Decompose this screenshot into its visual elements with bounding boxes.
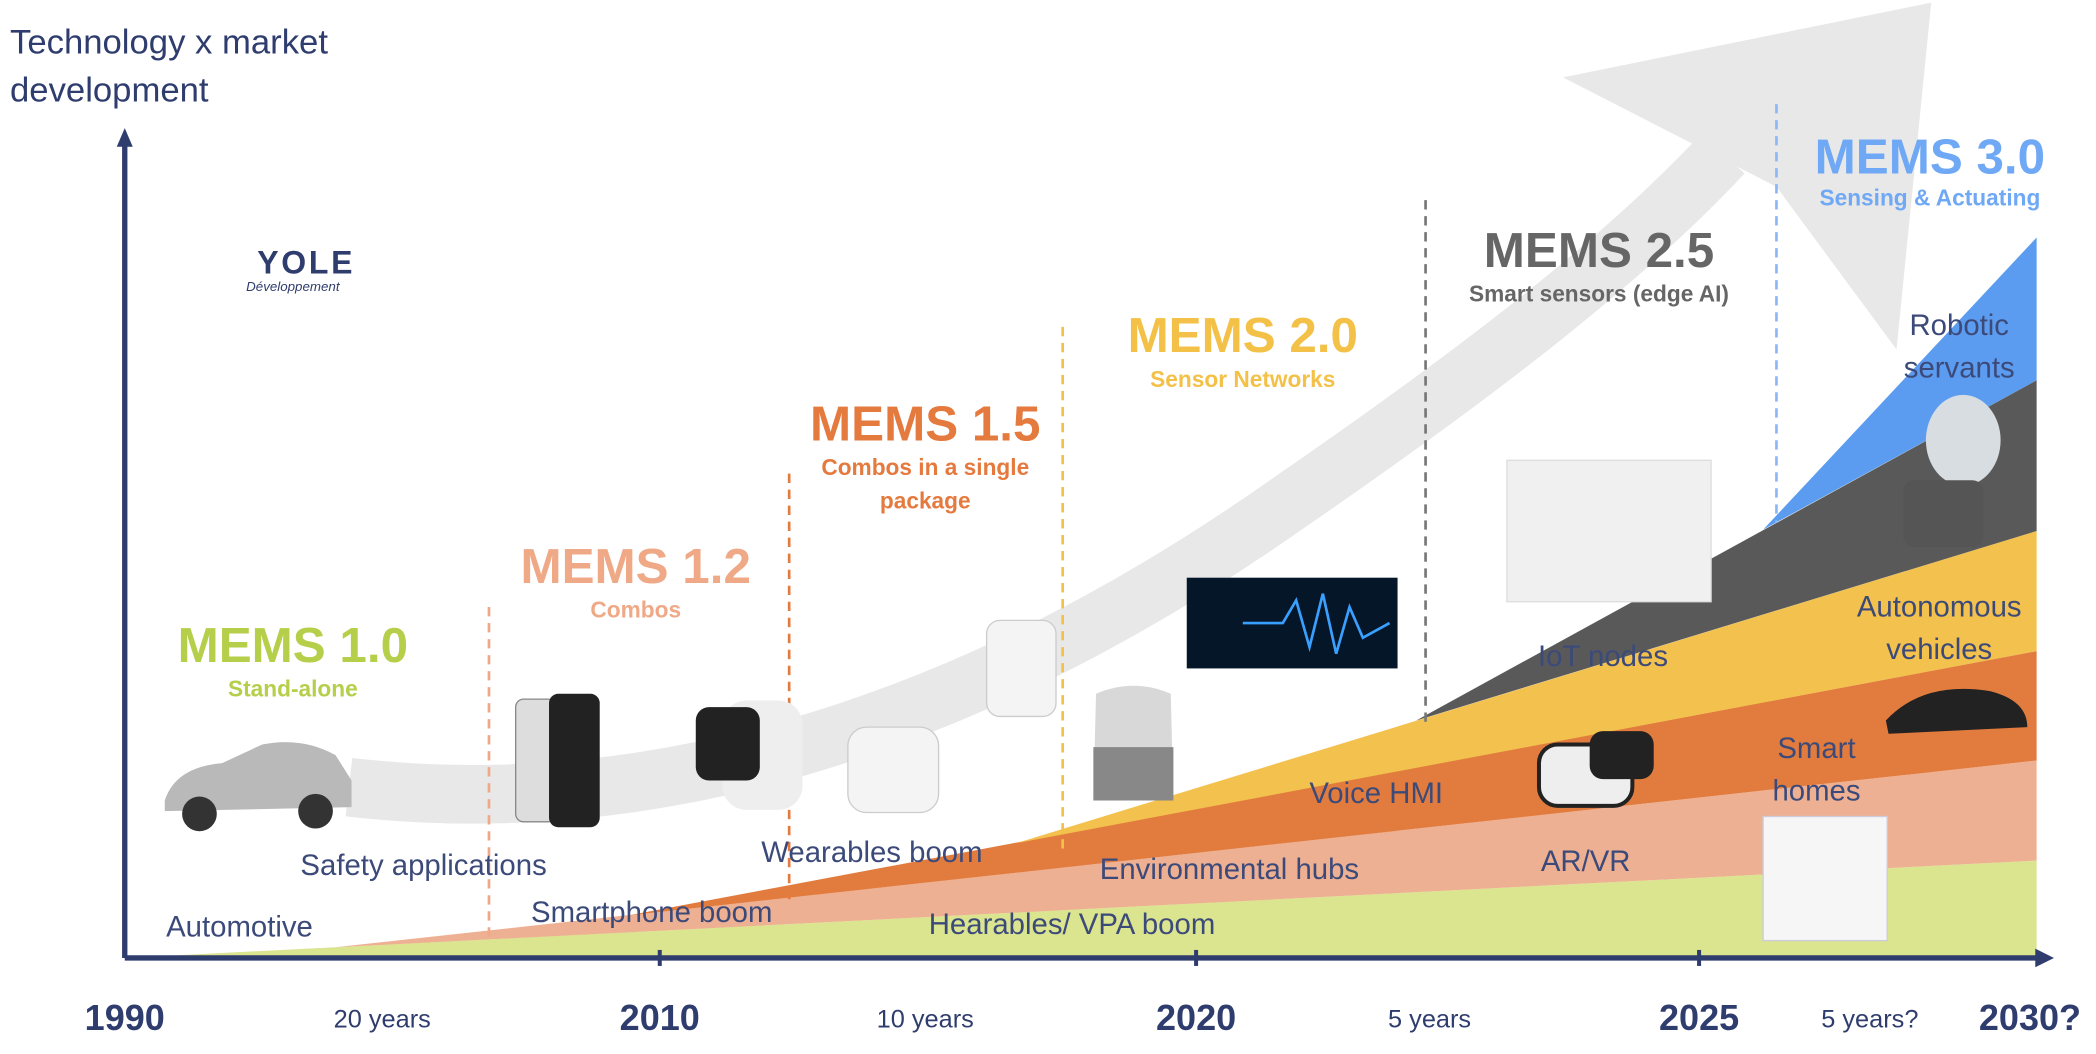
labels: Technology x market development YOLEDévelo… bbox=[10, 23, 2081, 1038]
smart-home-illustration bbox=[1762, 815, 1888, 942]
duration-label: 5 years? bbox=[1821, 1005, 1918, 1033]
wedge-5 bbox=[1416, 380, 2037, 721]
application-label: Wearables boom bbox=[761, 836, 982, 869]
phone-illustration bbox=[514, 693, 600, 828]
application-label: Voice HMI bbox=[1309, 777, 1443, 810]
era-subtitle: Smart sensors (edge AI) bbox=[1469, 281, 1729, 307]
application-label: Robotic bbox=[1909, 309, 2008, 342]
growth-arrow-head bbox=[1562, 2, 1932, 350]
voice-wave bbox=[1242, 593, 1391, 655]
y-axis-label: development bbox=[10, 71, 209, 109]
car-illustration bbox=[164, 742, 352, 832]
era-subtitle: Stand-alone bbox=[228, 675, 358, 701]
application-label: Smartphone boom bbox=[531, 896, 772, 929]
iot-illustration bbox=[1506, 459, 1712, 603]
vr-illustration bbox=[1536, 731, 1654, 808]
year-label: 2030? bbox=[1979, 997, 2081, 1038]
application-label: homes bbox=[1772, 775, 1860, 808]
era-title: MEMS 2.5 bbox=[1484, 223, 1714, 278]
application-label: servants bbox=[1904, 352, 2015, 385]
application-label: Safety applications bbox=[300, 849, 546, 882]
y-axis-label: Technology x market bbox=[10, 23, 328, 61]
application-label: Autonomous bbox=[1857, 590, 2022, 623]
voice-illustration bbox=[1186, 577, 1398, 669]
application-label: Environmental hubs bbox=[1100, 853, 1359, 886]
application-label: IoT nodes bbox=[1538, 640, 1668, 673]
era-title: MEMS 1.2 bbox=[521, 539, 751, 594]
year-label: 2010 bbox=[620, 997, 700, 1038]
application-label: Automotive bbox=[166, 911, 313, 944]
era-subtitle: Sensing & Actuating bbox=[1819, 184, 2040, 210]
logo-sub: Développement bbox=[246, 279, 341, 294]
era-subtitle: Combos bbox=[590, 597, 681, 623]
era-title: MEMS 2.0 bbox=[1128, 308, 1358, 363]
duration-label: 20 years bbox=[334, 1005, 431, 1033]
year-label: 1990 bbox=[85, 997, 165, 1038]
duration-label: 5 years bbox=[1388, 1005, 1471, 1033]
year-label: 2020 bbox=[1156, 997, 1236, 1038]
x-axis-arrow bbox=[2035, 948, 2054, 968]
era-subtitle: Combos in a single bbox=[821, 454, 1029, 480]
era-subtitle: Sensor Networks bbox=[1150, 366, 1335, 392]
application-label: Smart bbox=[1777, 732, 1855, 765]
era-title: MEMS 1.0 bbox=[178, 618, 408, 673]
year-label: 2025 bbox=[1659, 997, 1739, 1038]
y-axis-arrow bbox=[116, 128, 133, 147]
era-subtitle: package bbox=[880, 487, 971, 513]
earbuds-illustration bbox=[847, 619, 1057, 814]
speaker-illustration bbox=[1093, 685, 1174, 801]
wedge-4 bbox=[1015, 531, 2037, 844]
growth-arrow bbox=[345, 133, 1745, 824]
application-label: Hearables/ VPA boom bbox=[929, 908, 1216, 941]
era-title: MEMS 1.5 bbox=[810, 396, 1040, 451]
era-title: MEMS 3.0 bbox=[1815, 129, 2045, 184]
duration-label: 10 years bbox=[877, 1005, 974, 1033]
application-label: vehicles bbox=[1886, 633, 1992, 666]
axis-ticks bbox=[657, 949, 1702, 966]
application-label: AR/VR bbox=[1541, 845, 1631, 878]
robot-illustration bbox=[1903, 394, 2001, 548]
logo-name: YOLE bbox=[257, 245, 355, 281]
watch-illustration bbox=[695, 700, 803, 810]
tesla-illustration bbox=[1885, 688, 2028, 734]
